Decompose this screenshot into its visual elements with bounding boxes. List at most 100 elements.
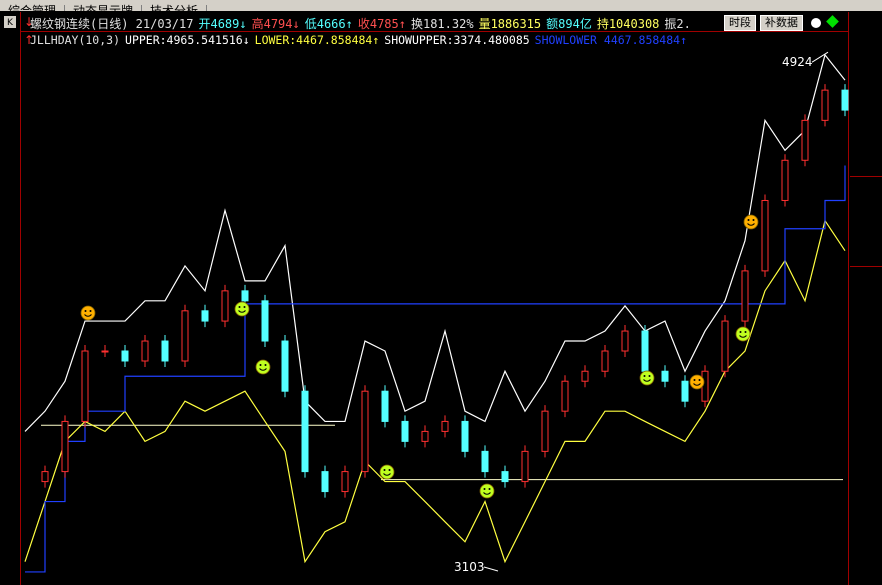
candle: [241, 290, 249, 302]
signal-mouth: [238, 310, 246, 313]
signal-icon: [689, 374, 705, 390]
candle: [441, 420, 449, 432]
signal-eye: [388, 469, 391, 471]
indicator-field: SHOWLOWER 4467.858484↑: [534, 33, 687, 47]
tab[interactable]: 技术分析: [142, 5, 208, 11]
indicator-legend: JLLHDAY(10,3) UPPER:4965.541516↓ LOWER:446…: [30, 33, 692, 47]
signal-icon: [234, 301, 250, 317]
quote-field: 振2.: [664, 17, 691, 31]
signal-icon: [255, 359, 271, 375]
signal-mouth: [383, 473, 391, 476]
indicator-field: LOWER:4467.858484↑: [254, 33, 380, 47]
tab[interactable]: 综合管理: [0, 5, 66, 11]
quote-header: 螺纹钢连续(日线) 21/03/17 开4689↓ 高4794↓ 低4666↑ 收478…: [30, 15, 696, 32]
candle: [621, 330, 629, 352]
series-line: [24, 219, 846, 564]
quote-field: 螺纹钢连续(日线) 21/03/17: [30, 17, 194, 31]
candle: [301, 390, 309, 473]
marker-arrow: ↑: [24, 33, 34, 47]
candle: [821, 89, 829, 121]
signal-icon: [639, 370, 655, 386]
background: [0, 11, 882, 585]
candle: [141, 340, 149, 362]
signal-mouth: [739, 335, 747, 338]
candle: [481, 450, 489, 473]
quote-field: 量1886315: [478, 17, 542, 31]
signal-mouth: [747, 223, 755, 226]
candle: [521, 450, 529, 483]
low-label: 3103: [454, 560, 485, 574]
clock-icon[interactable]: [811, 18, 821, 28]
signal-eye: [698, 379, 701, 381]
candle: [221, 290, 229, 322]
signal-icon: [743, 214, 759, 230]
signal-eye: [648, 375, 651, 377]
indicator-field: JLLHDAY(10,3): [30, 33, 121, 47]
signal-mouth: [84, 314, 92, 317]
signal-eye: [739, 331, 742, 333]
signal-eye: [483, 488, 486, 490]
signal-face: [735, 326, 751, 342]
candle: [181, 310, 189, 362]
signal-mouth: [693, 383, 701, 386]
candle: [381, 390, 389, 422]
signal-icon: [479, 483, 495, 499]
indicator-field: SHOWUPPER:3374.480085: [384, 33, 530, 47]
candle: [421, 430, 429, 442]
candle: [581, 370, 589, 382]
signal-face: [743, 214, 759, 230]
signal-face: [255, 359, 271, 375]
candle: [341, 471, 349, 493]
candle: [41, 471, 49, 483]
signal-mouth: [259, 368, 267, 371]
signal-face: [479, 483, 495, 499]
signal-eye: [643, 375, 646, 377]
quote-field: 高4794↓: [251, 17, 300, 31]
candle: [101, 350, 109, 353]
signal-eye: [488, 488, 491, 490]
quote-field: 换181.32%: [410, 17, 474, 31]
candle: [841, 89, 849, 111]
close-icon: K: [7, 18, 14, 28]
signal-eye: [752, 219, 755, 221]
candle: [201, 310, 209, 322]
indicator-field: UPPER:4965.541516↓: [125, 33, 250, 47]
signal-face: [689, 374, 705, 390]
candle: [81, 350, 89, 422]
signal-icon: [735, 326, 751, 342]
signal-eye: [744, 331, 747, 333]
high-label: 4924: [782, 55, 813, 69]
header-button[interactable]: 补数据: [760, 15, 803, 31]
signal-mouth: [643, 379, 651, 382]
candle: [721, 320, 729, 372]
signal-face: [80, 305, 96, 321]
candle: [541, 410, 549, 452]
signal-face: [379, 464, 395, 480]
signal-eye: [747, 219, 750, 221]
series-line: [24, 53, 846, 432]
candle: [161, 340, 169, 362]
candle: [681, 380, 689, 402]
signal-face: [234, 301, 250, 317]
plot-area: 4924 3103: [24, 51, 849, 574]
candle: [761, 199, 769, 272]
signal-eye: [238, 306, 241, 308]
signal-eye: [693, 379, 696, 381]
signal-eye: [84, 310, 87, 312]
candle: [321, 471, 329, 493]
candle: [461, 420, 469, 452]
quote-field: 收4785↑: [357, 17, 406, 31]
header-button[interactable]: 时段: [724, 15, 756, 31]
signal-eye: [259, 364, 262, 366]
candle: [281, 340, 289, 392]
quote-field: 开4689↓: [198, 17, 247, 31]
candle: [61, 420, 69, 473]
tab[interactable]: 动态显示牌: [65, 5, 143, 11]
candle: [361, 390, 369, 473]
candle: [121, 350, 129, 362]
close-button[interactable]: [4, 16, 16, 28]
candle: [641, 330, 649, 372]
marker-arrow: ↓: [24, 15, 34, 29]
candle: [661, 370, 669, 382]
